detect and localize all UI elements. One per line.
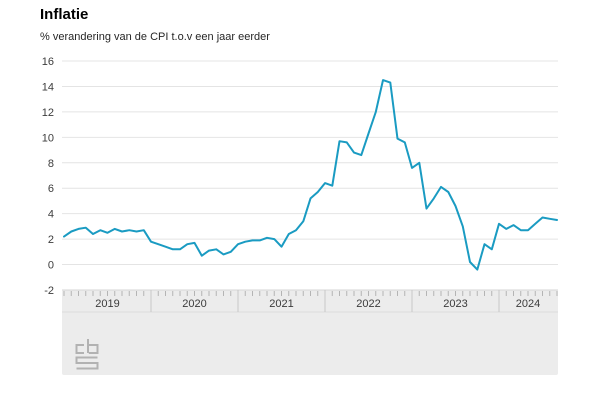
x-axis-year-label: 2022 — [356, 298, 380, 310]
cbs-logo-letter-b — [87, 339, 99, 354]
x-axis-year-label: 2023 — [443, 298, 467, 310]
y-axis-tick-label: 14 — [42, 81, 54, 93]
y-axis-tick-label: 8 — [48, 158, 54, 170]
y-axis-tick-label: 4 — [48, 209, 54, 221]
cbs-logo-icon — [75, 339, 99, 370]
y-axis-tick-label: 6 — [48, 183, 54, 195]
inflation-series-line[interactable] — [63, 79, 558, 271]
y-axis-tick-label: -2 — [44, 285, 54, 297]
y-axis-tick-label: 2 — [48, 234, 54, 246]
x-axis-year-label: 2019 — [95, 298, 119, 310]
cbs-logo-letter-c — [75, 344, 84, 354]
y-axis-tick-label: 12 — [42, 107, 54, 119]
axis-footer-block — [62, 290, 558, 375]
x-axis-year-label: 2021 — [269, 298, 293, 310]
chart-subtitle: % verandering van de CPI t.o.v een jaar … — [40, 31, 270, 43]
chart-title: Inflatie — [40, 6, 89, 23]
x-axis-year-label: 2020 — [182, 298, 206, 310]
y-axis-tick-label: 10 — [42, 132, 54, 144]
x-axis-year-label: 2024 — [516, 298, 540, 310]
y-axis-tick-label: 16 — [42, 56, 54, 68]
y-axis-tick-label: 0 — [48, 260, 54, 272]
cbs-logo-letter-s — [75, 356, 99, 370]
